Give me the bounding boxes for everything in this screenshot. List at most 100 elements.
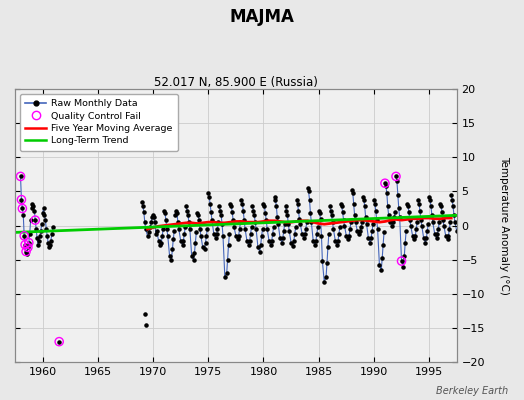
Point <box>421 240 430 246</box>
Point <box>251 219 259 225</box>
Point <box>410 236 419 242</box>
Point <box>291 230 299 237</box>
Point <box>401 240 409 246</box>
Point <box>274 221 282 228</box>
Point <box>320 278 329 285</box>
Point <box>19 212 27 218</box>
Point <box>380 229 388 236</box>
Point <box>386 219 395 225</box>
Point <box>185 226 194 232</box>
Point <box>252 226 260 232</box>
Point <box>223 256 232 263</box>
Point <box>295 216 303 222</box>
Point <box>336 200 345 207</box>
Point <box>192 229 201 236</box>
Point <box>44 240 52 246</box>
Point <box>215 203 224 210</box>
Point <box>250 212 258 218</box>
Point <box>392 173 400 180</box>
Point <box>293 200 302 207</box>
Point <box>139 203 147 210</box>
Point <box>443 236 452 242</box>
Point <box>246 230 255 237</box>
Point <box>256 248 264 255</box>
Point <box>217 212 225 218</box>
Point <box>397 258 406 264</box>
Point <box>405 209 413 215</box>
Point <box>261 210 269 216</box>
Point <box>315 210 324 216</box>
Point <box>438 209 446 215</box>
Point <box>163 233 172 239</box>
Point <box>397 258 406 264</box>
Point <box>381 183 390 189</box>
Point <box>437 203 445 210</box>
Point <box>419 235 428 241</box>
Point <box>212 230 221 237</box>
Point <box>46 242 54 248</box>
Point <box>151 219 159 225</box>
Point <box>323 260 331 266</box>
Point <box>453 228 461 234</box>
Point <box>254 244 262 251</box>
Point <box>25 240 33 246</box>
Point <box>221 274 229 280</box>
Point <box>362 214 370 220</box>
Point <box>402 228 410 234</box>
Point <box>392 173 400 180</box>
Point <box>228 209 236 215</box>
Point <box>372 207 380 214</box>
Point <box>207 209 215 215</box>
Point <box>281 203 290 210</box>
Point <box>292 196 301 203</box>
Point <box>355 230 363 237</box>
Point <box>36 233 44 239</box>
Point <box>42 226 50 232</box>
Y-axis label: Temperature Anomaly (°C): Temperature Anomaly (°C) <box>499 156 509 295</box>
Point <box>370 196 378 203</box>
Point <box>369 221 377 228</box>
Point <box>238 200 246 207</box>
Point <box>28 200 37 207</box>
Point <box>395 205 403 212</box>
Point <box>436 200 444 207</box>
Point <box>30 207 39 214</box>
Point <box>412 226 420 232</box>
Point <box>171 212 179 218</box>
Point <box>20 233 28 239</box>
Point <box>298 230 307 237</box>
Point <box>140 311 149 318</box>
Point <box>359 194 367 200</box>
Point <box>435 219 443 225</box>
Point <box>22 248 30 255</box>
Point <box>311 242 319 248</box>
Point <box>245 242 253 248</box>
Point <box>248 203 257 210</box>
Point <box>428 212 436 218</box>
Point <box>168 246 177 253</box>
Point <box>373 217 381 223</box>
Point <box>448 196 456 203</box>
Point <box>202 233 211 239</box>
Point <box>265 237 273 244</box>
Point <box>434 226 443 232</box>
Point <box>273 214 281 220</box>
Point <box>406 217 414 223</box>
Point <box>390 214 398 220</box>
Point <box>346 226 354 232</box>
Point <box>24 244 32 251</box>
Point <box>263 226 271 232</box>
Point <box>156 242 165 248</box>
Point <box>351 219 359 225</box>
Point <box>403 200 411 207</box>
Point <box>173 210 181 216</box>
Point <box>178 242 187 248</box>
Point <box>26 230 34 237</box>
Point <box>172 207 180 214</box>
Point <box>45 244 53 251</box>
Point <box>331 237 340 244</box>
Point <box>26 217 35 223</box>
Point <box>38 210 47 216</box>
Point <box>150 214 158 220</box>
Point <box>413 219 421 225</box>
